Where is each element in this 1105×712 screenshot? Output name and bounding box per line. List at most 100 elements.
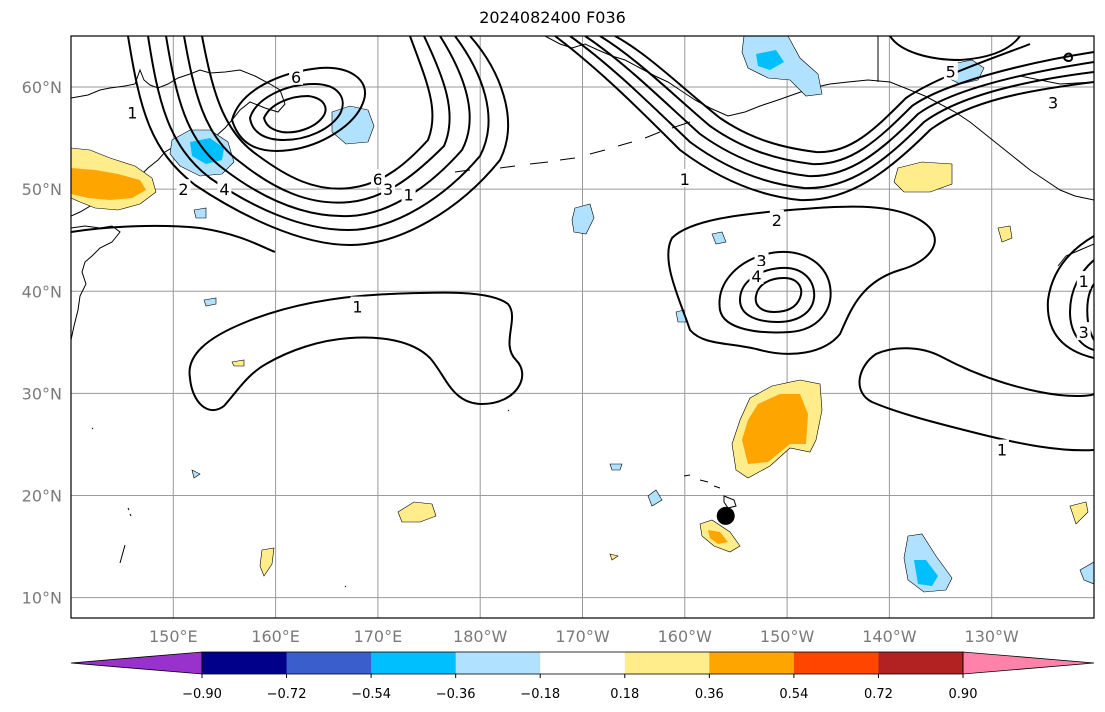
contour-label-bg xyxy=(381,179,396,198)
contour-label: 3 xyxy=(1079,323,1089,342)
contour-label-bg xyxy=(289,66,304,85)
colorbar-tick-label: −0.36 xyxy=(436,687,476,702)
contour-label: 1 xyxy=(1079,272,1089,291)
colorbar-tick-label: 0.90 xyxy=(949,687,978,702)
anomaly-small-6 xyxy=(711,231,727,245)
contour-west-4 xyxy=(183,36,451,204)
lon-tick-label: 160°W xyxy=(658,627,713,646)
contour-label-bg xyxy=(401,184,416,203)
marker-layer xyxy=(716,506,735,525)
contour-west-7 xyxy=(248,82,344,142)
lon-tick-label: 150°W xyxy=(760,627,815,646)
colorbar-segment xyxy=(286,652,372,674)
contour-low-2 xyxy=(667,205,936,355)
contour-west-8 xyxy=(262,94,327,134)
anomaly-north-negative xyxy=(741,36,823,97)
anomaly-south-core xyxy=(708,530,728,544)
colorbar-tick-label: 0.36 xyxy=(695,687,724,702)
anomaly-southeast-core xyxy=(914,560,938,586)
contour-label-bg xyxy=(943,61,958,80)
lat-tick-label: 60°N xyxy=(22,78,62,97)
lat-tick-label: 20°N xyxy=(22,486,62,505)
coastline-canada xyxy=(877,36,1094,267)
contour-label: 1 xyxy=(997,441,1007,460)
gridlines xyxy=(71,36,1094,618)
anomaly-small-4 xyxy=(997,225,1013,243)
contour-ne-circle xyxy=(1062,52,1074,62)
contour-label: 6 xyxy=(373,170,383,189)
aleutian-islands xyxy=(454,121,691,173)
anomaly-southwest-positive xyxy=(397,501,437,523)
contour-label-bg xyxy=(677,168,692,187)
contour-label: 1 xyxy=(352,298,362,317)
lat-tick-label: 30°N xyxy=(22,384,62,403)
contour-east-1 xyxy=(554,36,1094,202)
lon-tick-label: 140°W xyxy=(862,627,917,646)
colorbar-segment xyxy=(878,652,964,674)
colorbar-segment xyxy=(371,652,457,674)
contour-west-lat xyxy=(71,224,276,253)
colorbar-tick-label: 0.18 xyxy=(610,687,639,702)
contour-west-1 xyxy=(127,36,509,247)
colorbar-segment xyxy=(455,652,541,674)
map-frame xyxy=(70,35,1095,619)
colorbar: −0.90 −0.72 −0.54 −0.36 −0.18 0.18 0.36 0.54 0.7… xyxy=(70,651,1095,702)
contour-label-bg xyxy=(749,265,764,284)
lon-tick-label: 180°W xyxy=(453,627,508,646)
contour-west-5 xyxy=(201,36,434,190)
lat-tick-label: 10°N xyxy=(22,589,62,608)
contour-west-3 xyxy=(165,36,471,218)
contour-lines xyxy=(71,36,1094,452)
anomaly-central-negative xyxy=(571,203,595,235)
lon-tick-label: 150°E xyxy=(149,627,198,646)
anomaly-west-positive-core xyxy=(71,168,146,200)
longitude-ticks: 150°E 160°E 170°E 180°W 170°W 160°W 150°W 140°W… xyxy=(149,627,1019,646)
colorbar-segment xyxy=(793,652,879,674)
anomaly-small-12 xyxy=(609,463,623,471)
lon-tick-label: 130°W xyxy=(965,627,1020,646)
colorbar-segment xyxy=(709,652,795,674)
contour-label-bg xyxy=(217,179,232,198)
contour-label-bg xyxy=(350,296,365,315)
contour-label: 3 xyxy=(1048,93,1058,112)
anomaly-small-5 xyxy=(1079,561,1094,585)
contour-label-bg xyxy=(125,102,140,121)
colorbar-segment xyxy=(624,652,710,674)
contour-label: 5 xyxy=(946,63,956,82)
anomaly-small-10 xyxy=(193,207,207,219)
colorbar-segment xyxy=(540,652,626,674)
coastlines xyxy=(71,36,1094,588)
anomaly-small-8 xyxy=(203,297,217,307)
contour-east-3 xyxy=(584,36,1094,178)
anomaly-small-9 xyxy=(191,469,201,479)
colorbar-outline xyxy=(201,651,964,675)
contour-label: 1 xyxy=(680,170,690,189)
contour-label: 1 xyxy=(403,185,413,204)
colorbar-tick-label: −0.18 xyxy=(520,687,560,702)
anomaly-small-3 xyxy=(647,489,663,507)
colorbar-tick-label: 0.54 xyxy=(779,687,808,702)
contour-label: 6 xyxy=(291,68,301,87)
colorbar-segment xyxy=(202,652,288,674)
anomaly-north-core xyxy=(756,50,784,70)
contour-label-bg xyxy=(1046,92,1061,111)
colorbar-extend-low xyxy=(70,651,203,675)
contour-label-bg xyxy=(769,209,784,228)
contour-west-2 xyxy=(147,36,490,232)
contour-mid-1 xyxy=(188,291,524,412)
colorbar-tick-label: −0.54 xyxy=(351,687,391,702)
contour-west-6 xyxy=(230,66,367,152)
small-islands xyxy=(91,409,510,588)
contour-label-bg xyxy=(1076,322,1091,341)
colorbar-tick-label: 0.72 xyxy=(864,687,893,702)
colorbar-tick-label: −0.72 xyxy=(267,687,307,702)
contour-east-2 xyxy=(569,36,1094,190)
contour-label: 2 xyxy=(178,180,188,199)
contour-label-bg xyxy=(176,179,191,198)
lon-tick-label: 160°E xyxy=(251,627,300,646)
latitude-ticks: 60°N 50°N 40°N 30°N 20°N 10°N xyxy=(22,78,62,608)
anomaly-kamchatka-core xyxy=(190,138,224,164)
anomaly-small-11 xyxy=(609,553,619,561)
contour-label-bg xyxy=(994,439,1009,458)
